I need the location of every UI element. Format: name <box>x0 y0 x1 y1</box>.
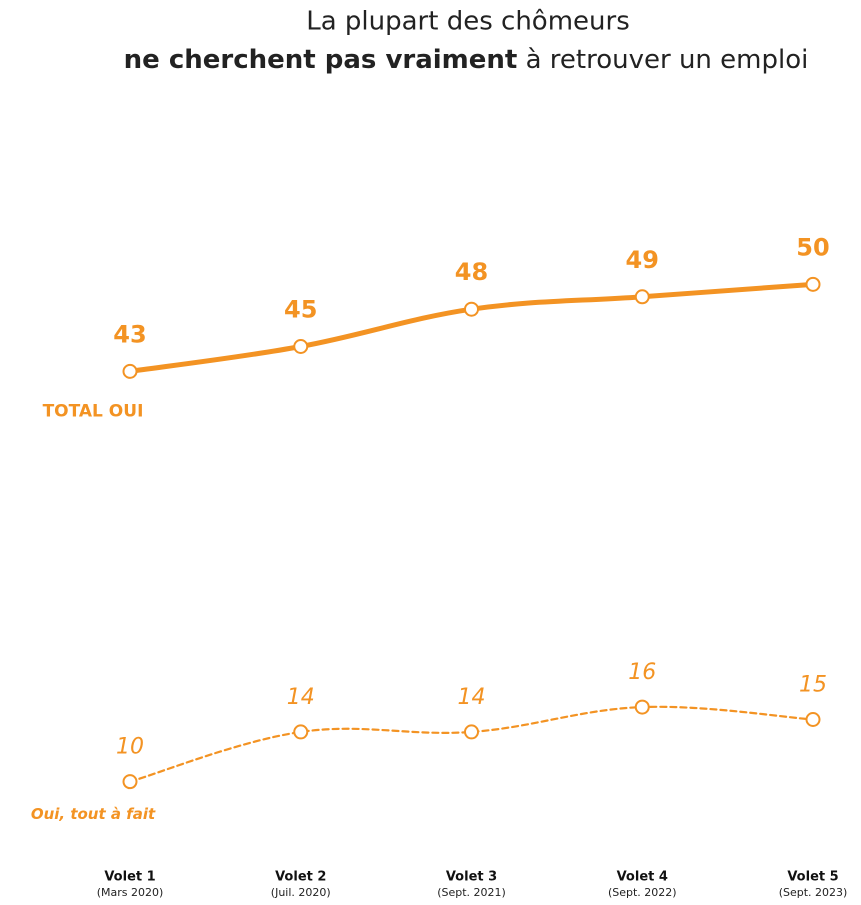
x-tick-sublabel: (Sept. 2022) <box>608 886 677 899</box>
x-tick-label: Volet 3 <box>446 870 497 885</box>
x-tick-label: Volet 4 <box>617 870 668 885</box>
point <box>293 339 309 354</box>
series-line <box>128 705 815 783</box>
data-label: 45 <box>284 296 317 324</box>
data-label: 48 <box>455 258 488 286</box>
title-bold: ne cherchent pas vraiment <box>124 45 518 75</box>
data-label: 50 <box>796 233 829 261</box>
point <box>634 699 650 715</box>
data-label: 16 <box>628 660 656 685</box>
x-tick-label: Volet 1 <box>104 870 155 885</box>
point <box>464 724 479 740</box>
series-label: Oui, tout à fait <box>31 805 156 823</box>
point <box>122 774 138 790</box>
x-tick-label: Volet 2 <box>275 870 326 885</box>
title-rest: à retrouver un emploi <box>517 45 808 75</box>
point <box>122 363 138 379</box>
point <box>805 712 821 727</box>
x-tick-sublabel: (Sept. 2023) <box>779 886 848 899</box>
title-line-1: La plupart des chômeurs <box>306 7 630 37</box>
point <box>293 724 309 740</box>
point <box>805 276 821 292</box>
data-label: 43 <box>113 320 146 348</box>
data-label: 10 <box>116 735 144 760</box>
x-tick-sublabel: (Sept. 2021) <box>437 886 506 899</box>
x-tick-sublabel: (Mars 2020) <box>97 886 164 899</box>
data-label: 14 <box>287 685 315 710</box>
x-tick-label: Volet 5 <box>787 870 838 885</box>
data-label: 15 <box>799 673 827 698</box>
point <box>634 289 650 305</box>
data-label: 49 <box>626 246 659 274</box>
point <box>464 301 479 317</box>
series-line <box>127 281 816 374</box>
series-label: TOTAL OUI <box>43 401 144 421</box>
title-line-2: ne cherchent pas vraiment à retrouver un… <box>124 45 809 75</box>
data-label: 14 <box>458 685 486 710</box>
x-tick-sublabel: (Juil. 2020) <box>271 886 331 899</box>
